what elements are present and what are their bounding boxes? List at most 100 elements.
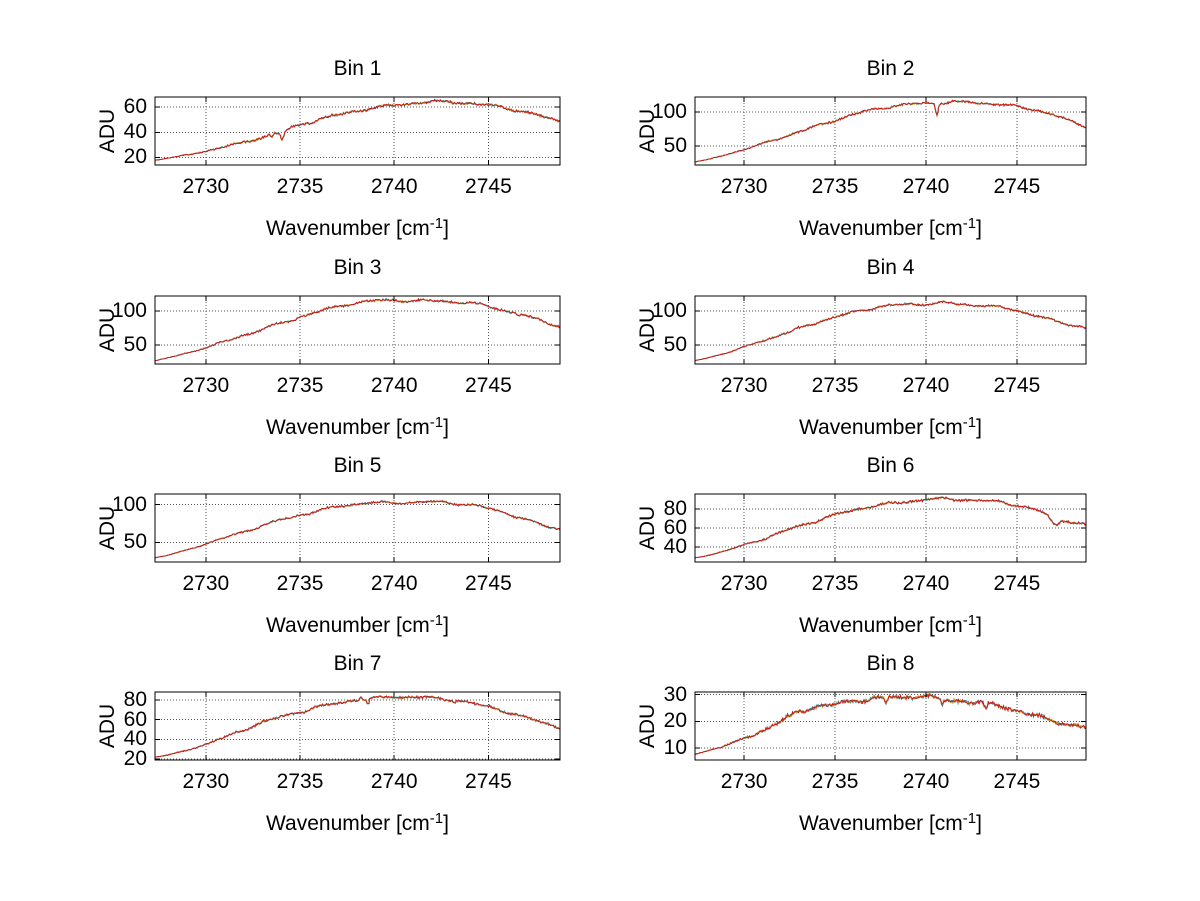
x-axis-label-bracket: ] <box>443 812 449 835</box>
x-axis-label: Wavenumber [cm-1] <box>155 608 560 639</box>
axes-box <box>694 96 1087 166</box>
x-tick-label: 2735 <box>276 374 324 397</box>
x-tick-label: 2745 <box>993 374 1041 397</box>
y-tick-label: 40 <box>663 534 687 558</box>
y-tick-label: 100 <box>651 298 687 322</box>
spectrum-trace-4 <box>155 98 560 161</box>
x-tick-label: 2740 <box>902 175 950 198</box>
plot-title: Bin 3 <box>333 256 382 279</box>
plot-title: Bin 5 <box>333 454 382 477</box>
x-axis-label-bracket: ] <box>443 416 449 439</box>
spectrum-trace-4 <box>155 297 560 361</box>
x-axis-label-superscript: -1 <box>429 414 444 431</box>
x-tick-label: 2740 <box>370 374 418 397</box>
x-axis-label-superscript: -1 <box>962 810 977 827</box>
y-tick-label: 10 <box>663 736 687 759</box>
plot-title: Bin 6 <box>866 454 915 477</box>
x-axis-label-superscript: -1 <box>962 215 977 232</box>
x-axis-label: Wavenumber [cm-1] <box>155 806 560 837</box>
x-axis-label-text: Wavenumber [cm <box>266 812 430 835</box>
plot-title: Bin 4 <box>866 256 915 279</box>
x-axis-label-superscript: -1 <box>962 414 977 431</box>
spectrum-trace-4 <box>695 496 1086 559</box>
y-tick-label: 60 <box>663 516 687 539</box>
x-axis-label-superscript: -1 <box>962 612 977 629</box>
x-axis-label-bracket: ] <box>976 614 982 637</box>
x-tick-label: 2735 <box>811 770 859 793</box>
x-axis-label-text: Wavenumber [cm <box>799 416 963 439</box>
spectrum-trace-1 <box>695 693 1086 755</box>
x-tick-label: 2740 <box>902 374 950 397</box>
y-tick-label: 100 <box>651 99 687 123</box>
x-tick-label: 2745 <box>465 770 512 793</box>
x-tick-label: 2735 <box>276 770 324 793</box>
x-axis-label-superscript: -1 <box>429 215 444 232</box>
x-tick-label: 2735 <box>811 175 859 198</box>
x-axis-label: Wavenumber [cm-1] <box>155 410 560 441</box>
x-tick-label: 2730 <box>720 175 768 198</box>
x-axis-label: Wavenumber [cm-1] <box>695 806 1086 837</box>
x-axis-label-bracket: ] <box>976 812 982 835</box>
x-tick-label: 2745 <box>993 175 1041 198</box>
x-tick-label: 2745 <box>993 572 1041 595</box>
x-tick-label: 2740 <box>370 175 418 198</box>
y-tick-label: 80 <box>663 497 687 521</box>
x-axis-label-superscript: -1 <box>429 612 444 629</box>
x-tick-label: 2735 <box>276 572 324 595</box>
axes-box <box>154 691 561 761</box>
x-tick-label: 2735 <box>276 175 324 198</box>
x-tick-label: 2730 <box>720 374 768 397</box>
x-axis-label-bracket: ] <box>443 614 449 637</box>
x-axis-label-text: Wavenumber [cm <box>799 812 963 835</box>
x-tick-label: 2735 <box>811 572 859 595</box>
x-axis-label-bracket: ] <box>976 416 982 439</box>
x-axis-label-bracket: ] <box>443 217 449 240</box>
x-tick-label: 2745 <box>465 572 512 595</box>
x-axis-label: Wavenumber [cm-1] <box>695 608 1086 639</box>
spectrum-trace-4 <box>155 499 560 559</box>
x-tick-label: 2745 <box>465 175 512 198</box>
x-axis-label-bracket: ] <box>976 217 982 240</box>
y-tick-label: 100 <box>111 298 147 322</box>
y-tick-label: 30 <box>663 682 687 706</box>
spectrum-trace-3 <box>695 692 1086 755</box>
x-tick-label: 2740 <box>370 572 418 595</box>
x-axis-label: Wavenumber [cm-1] <box>155 211 560 242</box>
y-tick-label: 80 <box>123 687 147 711</box>
spectrum-trace-4 <box>695 99 1086 163</box>
y-tick-label: 50 <box>123 530 147 554</box>
y-tick-label: 40 <box>123 120 147 144</box>
x-tick-label: 2735 <box>811 374 859 397</box>
x-tick-label: 2740 <box>902 572 950 595</box>
x-axis-label: Wavenumber [cm-1] <box>695 410 1086 441</box>
spectrum-trace-4 <box>695 692 1086 755</box>
x-tick-label: 2730 <box>720 770 768 793</box>
x-axis-label-text: Wavenumber [cm <box>266 217 430 240</box>
y-tick-label: 60 <box>123 707 147 731</box>
x-tick-label: 2730 <box>182 770 230 793</box>
y-tick-label: 100 <box>111 492 147 516</box>
x-tick-label: 2730 <box>182 374 230 397</box>
x-tick-label: 2745 <box>465 374 512 397</box>
y-tick-label: 20 <box>123 747 147 770</box>
x-axis-label-text: Wavenumber [cm <box>266 416 430 439</box>
y-tick-label: 20 <box>123 145 147 169</box>
plot-title: Bin 1 <box>333 57 382 80</box>
x-tick-label: 2740 <box>370 770 418 793</box>
plot-title: Bin 7 <box>333 652 382 675</box>
x-axis-label: Wavenumber [cm-1] <box>695 211 1086 242</box>
y-tick-label: 50 <box>123 332 147 356</box>
